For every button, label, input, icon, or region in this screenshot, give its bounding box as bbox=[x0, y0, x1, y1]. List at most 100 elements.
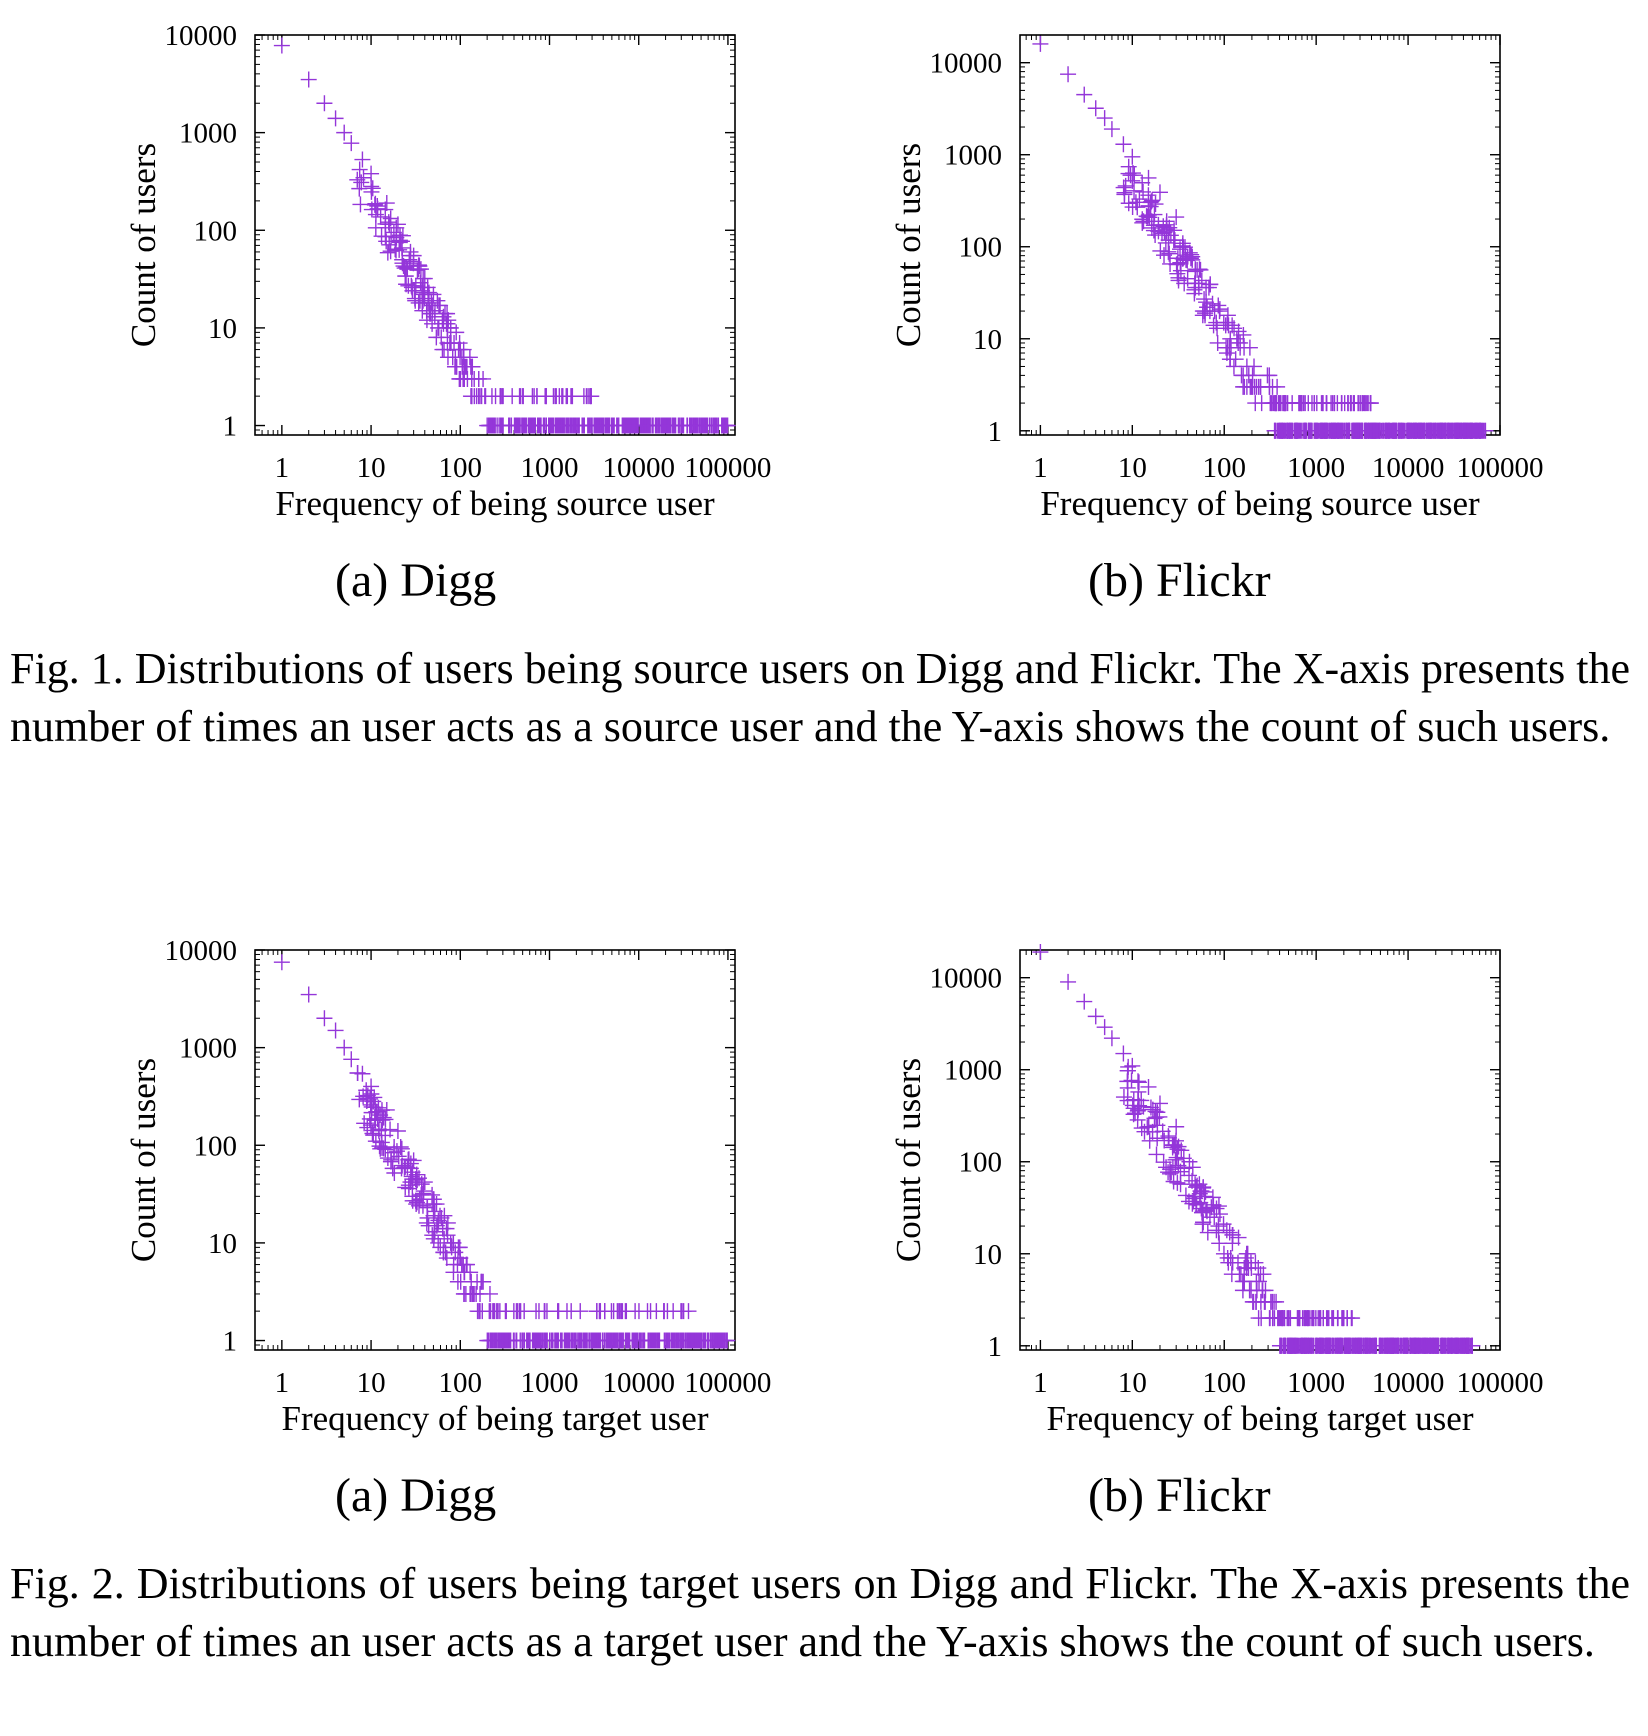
data-point bbox=[1144, 1101, 1161, 1118]
data-point bbox=[1222, 351, 1239, 368]
x-tick-label: 1 bbox=[275, 1367, 290, 1399]
x-tick-label: 100 bbox=[439, 452, 483, 484]
data-point bbox=[369, 198, 386, 215]
data-point bbox=[400, 1177, 417, 1194]
data-point bbox=[394, 251, 411, 268]
data-point bbox=[1126, 182, 1143, 199]
data-point bbox=[451, 370, 468, 387]
subcaption-b: (b) Flickr bbox=[1088, 1469, 1271, 1522]
data-point bbox=[434, 341, 451, 358]
data-point bbox=[377, 201, 394, 218]
data-point bbox=[391, 234, 408, 251]
data-point bbox=[1198, 294, 1215, 311]
y-tick-label: 10 bbox=[973, 1239, 1002, 1271]
y-tick-label: 10000 bbox=[930, 48, 1003, 80]
data-point bbox=[469, 1273, 486, 1290]
x-tick-label: 10 bbox=[357, 1367, 386, 1399]
data-point bbox=[1284, 1337, 1301, 1354]
data-point bbox=[1196, 291, 1213, 308]
data-point bbox=[507, 417, 524, 434]
data-point bbox=[403, 279, 420, 296]
data-point bbox=[1166, 232, 1183, 249]
x-tick-label: 10000 bbox=[1372, 452, 1445, 484]
data-point bbox=[575, 1332, 592, 1349]
data-point bbox=[1135, 213, 1152, 230]
data-point bbox=[410, 257, 427, 274]
data-point bbox=[548, 417, 565, 434]
data-point bbox=[1200, 279, 1217, 296]
data-point bbox=[1170, 269, 1187, 286]
data-point bbox=[1266, 1293, 1283, 1310]
y-tick-label: 1 bbox=[988, 416, 1003, 448]
y-tick-label: 1000 bbox=[179, 1033, 237, 1065]
chart-digg-source: 1 10 100 1000 10000 100000110100100010000Freq… bbox=[124, 20, 771, 523]
y-tick-label: 100 bbox=[959, 1147, 1003, 1179]
x-tick-label: 10 bbox=[1118, 1367, 1147, 1399]
data-point bbox=[1224, 317, 1241, 334]
x-axis-label: Frequency of being source user bbox=[1040, 484, 1480, 523]
data-point bbox=[1169, 265, 1186, 282]
data-point bbox=[1194, 303, 1211, 320]
data-point bbox=[1120, 195, 1137, 212]
data-point bbox=[1175, 250, 1192, 267]
data-point bbox=[1215, 314, 1232, 331]
data-point bbox=[364, 180, 381, 197]
data-point bbox=[397, 1158, 414, 1175]
data-point bbox=[528, 388, 545, 405]
data-point bbox=[1276, 395, 1293, 412]
data-point bbox=[385, 224, 402, 241]
y-axis-label: Count of users bbox=[124, 143, 163, 347]
data-point bbox=[1238, 358, 1255, 375]
figure-2: 1 10 100 1000 10000 100000 1 10 100 1000 10000 Freq… bbox=[0, 915, 1648, 1666]
data-point bbox=[1158, 221, 1175, 238]
data-point bbox=[1155, 1154, 1172, 1171]
data-point bbox=[471, 1303, 488, 1320]
data-point bbox=[600, 1332, 617, 1349]
data-point bbox=[1126, 167, 1143, 184]
data-point bbox=[1254, 1282, 1271, 1299]
data-point bbox=[1131, 191, 1148, 208]
data-point bbox=[694, 417, 711, 434]
data-point bbox=[351, 161, 368, 178]
x-tick-label: 100 bbox=[1202, 452, 1246, 484]
data-point bbox=[1168, 1118, 1185, 1135]
data-point bbox=[1096, 110, 1113, 127]
data-point bbox=[373, 1122, 390, 1139]
y-tick-label: 10000 bbox=[165, 935, 238, 967]
data-point bbox=[327, 110, 344, 127]
data-point bbox=[680, 1303, 697, 1320]
y-tick-label: 10 bbox=[208, 1228, 237, 1260]
data-point bbox=[1147, 1103, 1164, 1120]
data-point bbox=[450, 341, 467, 358]
data-point bbox=[353, 174, 370, 191]
data-point bbox=[352, 196, 369, 213]
data-point bbox=[1161, 245, 1178, 262]
data-point bbox=[1117, 177, 1134, 194]
x-tick-label: 100000 bbox=[1457, 452, 1544, 484]
data-point bbox=[1193, 272, 1210, 289]
plot-frame bbox=[254, 949, 736, 1351]
data-point bbox=[381, 236, 398, 253]
data-point bbox=[396, 1159, 413, 1176]
data-point bbox=[449, 1273, 466, 1290]
data-point bbox=[273, 954, 290, 971]
x-tick-label: 10000 bbox=[1372, 1367, 1445, 1399]
data-point bbox=[1151, 1095, 1168, 1112]
data-point bbox=[426, 1223, 443, 1240]
data-point bbox=[1184, 1172, 1201, 1189]
data-point bbox=[549, 1303, 566, 1320]
data-point bbox=[1218, 345, 1235, 362]
data-point bbox=[1151, 184, 1168, 201]
x-tick-label: 1 bbox=[1033, 1367, 1048, 1399]
data-point bbox=[1131, 1097, 1148, 1114]
x-tick-label: 10 bbox=[357, 452, 386, 484]
data-point bbox=[1197, 307, 1214, 324]
data-point bbox=[407, 292, 424, 309]
data-point bbox=[1463, 1337, 1480, 1354]
y-tick-label: 10000 bbox=[165, 20, 238, 52]
data-point bbox=[404, 1188, 421, 1205]
data-point bbox=[1103, 1030, 1120, 1047]
data-point bbox=[1248, 1273, 1265, 1290]
data-point bbox=[1087, 100, 1104, 117]
data-point bbox=[1168, 209, 1185, 226]
